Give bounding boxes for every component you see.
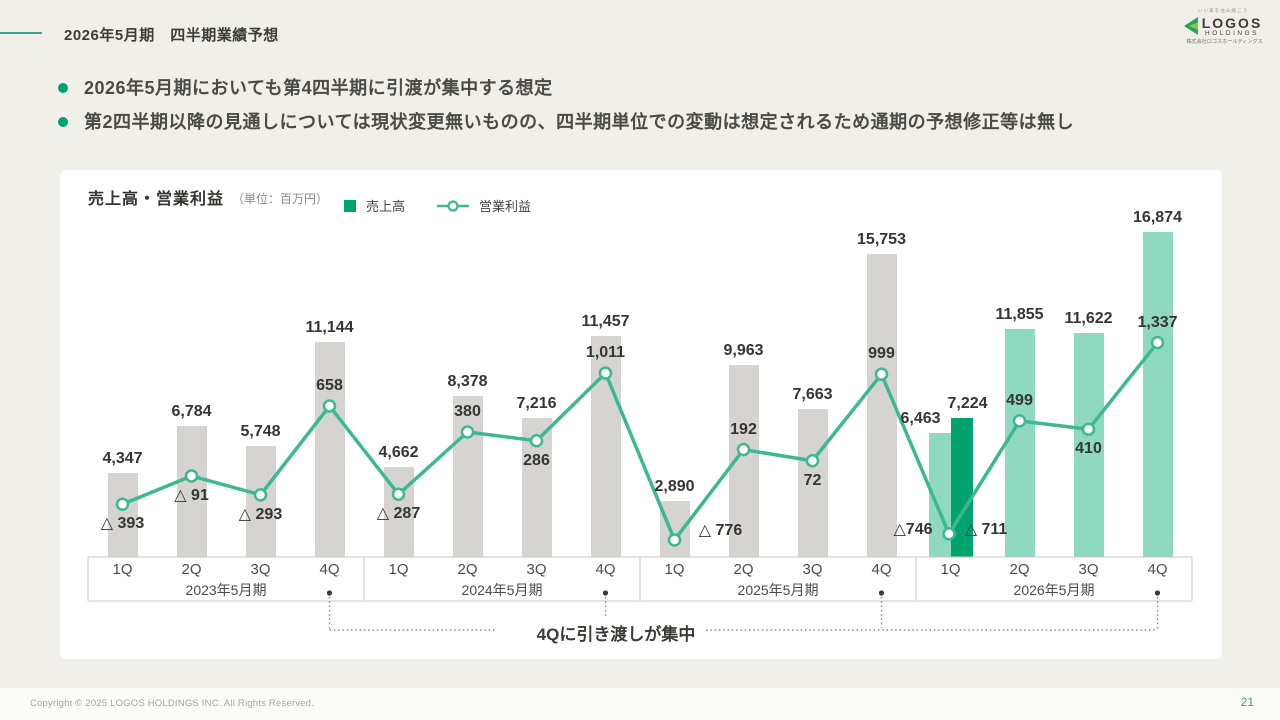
logo-company-name: 株式会社ロゴスホールディングス	[1186, 39, 1263, 46]
callout-annotation: 4Qに引き渡しが集中	[528, 620, 704, 645]
legend-bar-swatch	[344, 199, 356, 212]
legend-bar-label: 売上高	[366, 199, 406, 214]
legend-line-label: 営業利益	[479, 199, 532, 214]
footer-strip	[0, 688, 1280, 720]
chart-title: 売上高・営業利益	[88, 191, 225, 208]
logo-subname: HOLDINGS	[1205, 29, 1259, 37]
logos-chevron-icon	[1183, 17, 1198, 36]
company-logo: いい家を住み継ごう LOGOS HOLDINGS 株式会社ロゴスホールディングス	[1180, 8, 1266, 46]
bullet-text: 2026年5月期においても第4四半期に引渡が集中する想定	[84, 78, 553, 98]
chart-panel	[60, 170, 1222, 659]
header-accent-rule	[0, 32, 42, 34]
bullet-text: 第2四半期以降の見通しについては現状変更無いものの、四半期単位での変動は想定され…	[84, 112, 1075, 132]
page-number: 21	[1240, 695, 1254, 709]
bullet-item: 2026年5月期においても第4四半期に引渡が集中する想定	[58, 78, 553, 100]
chart-legend: 売上高 営業利益	[344, 196, 553, 215]
bullet-dot-icon	[58, 83, 68, 93]
logo-tagline: いい家を住み継ごう	[1197, 8, 1249, 14]
page-title: 2026年5月期 四半期業績予想	[64, 27, 279, 44]
bullet-item: 第2四半期以降の見通しについては現状変更無いものの、四半期単位での変動は想定され…	[58, 112, 1074, 134]
logo-name: LOGOS	[1201, 14, 1263, 31]
copyright-text: Copyright © 2025 LOGOS HOLDINGS INC. All…	[30, 698, 314, 709]
legend-line-swatch	[437, 199, 470, 212]
chart-unit-label: （単位：百万円）	[232, 192, 329, 206]
bullet-dot-icon	[58, 117, 68, 127]
